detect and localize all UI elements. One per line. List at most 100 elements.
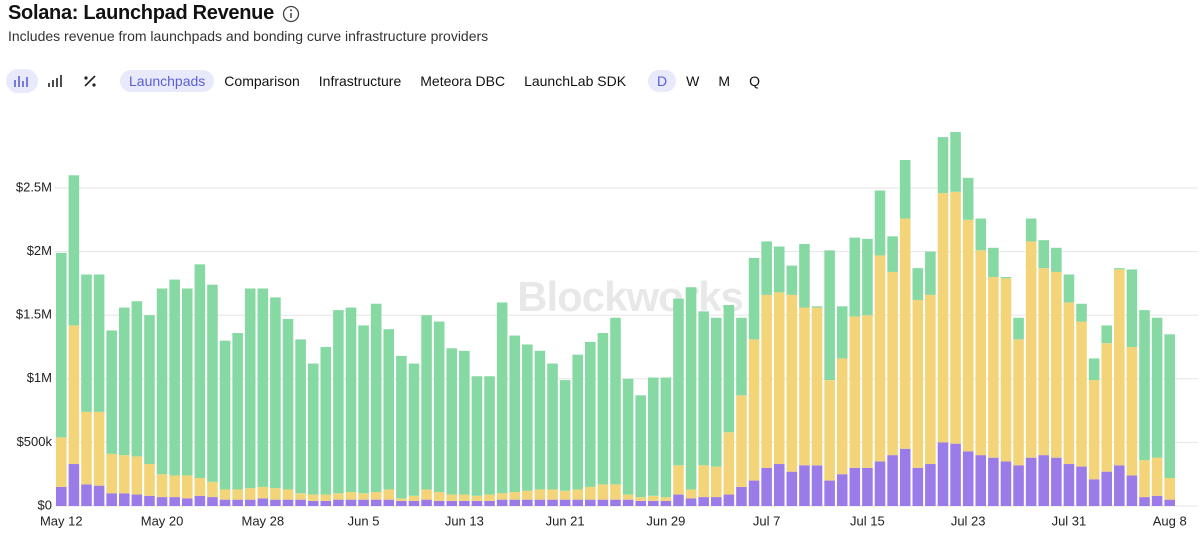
bar-segment <box>723 494 735 506</box>
bar-segment <box>988 457 999 506</box>
bar-segment <box>710 317 722 467</box>
bar-segment <box>1126 475 1138 506</box>
bar-segment <box>698 465 709 498</box>
bar-segment <box>874 190 886 256</box>
bar-segment <box>698 497 709 506</box>
bar-segment <box>270 499 281 506</box>
bar-segment <box>484 494 495 501</box>
bar-segment <box>962 219 974 452</box>
bar-segment <box>912 268 924 300</box>
period-button[interactable]: W <box>686 73 700 89</box>
bar-segment <box>811 306 823 308</box>
bar-segment <box>1126 347 1138 476</box>
bar-segment <box>1139 497 1150 506</box>
y-tick-label: $0 <box>38 497 52 512</box>
bar-segment <box>56 486 67 506</box>
bar-segment <box>118 307 130 456</box>
bar-segment <box>937 137 949 194</box>
bar-segment <box>282 319 294 490</box>
bar-segment <box>244 288 256 489</box>
bar-segment <box>534 499 546 506</box>
bar-segment <box>673 298 684 466</box>
bar-segment <box>1051 271 1062 458</box>
bar-segment <box>1038 240 1050 269</box>
bar-segment <box>522 499 533 506</box>
bar-segment <box>547 499 558 506</box>
bar-segment <box>673 465 684 495</box>
bar-segment <box>484 376 495 495</box>
bar-segment <box>1000 277 1012 279</box>
bar-segment <box>433 500 445 506</box>
view-icons <box>6 69 108 93</box>
bar-segment <box>106 493 117 506</box>
period-button[interactable]: Q <box>749 73 760 89</box>
bar-view[interactable] <box>6 69 38 93</box>
bar-segment <box>459 350 470 495</box>
bar-segment <box>849 237 861 317</box>
bar-segment <box>1088 358 1100 381</box>
tabs: Launchpads Comparison Infrastructure Meteor… <box>120 70 636 92</box>
tab[interactable]: LaunchLab SDK <box>524 73 627 89</box>
bar-segment <box>345 492 357 500</box>
info-icon[interactable] <box>282 5 300 23</box>
bar-segment <box>131 494 143 506</box>
bar-segment <box>773 246 785 293</box>
bar-segment <box>295 499 306 506</box>
bar-segment <box>1063 274 1075 303</box>
bar-segment <box>446 500 458 506</box>
bar-segment <box>597 333 609 485</box>
bar-segment <box>811 307 823 466</box>
bar-segment <box>1101 325 1113 344</box>
bar-segment <box>761 294 772 468</box>
bar-segment <box>912 299 924 468</box>
bar-segment <box>345 307 357 493</box>
bar-segment <box>1126 269 1138 347</box>
y-tick-label: $2.5M <box>16 179 52 194</box>
bar-segment <box>1051 247 1062 272</box>
subtitle: Includes revenue from launchpads and bon… <box>8 28 489 44</box>
bar-segment <box>710 497 722 506</box>
bar-segment <box>509 499 521 506</box>
bar-segment <box>899 160 911 219</box>
bar-segment <box>207 481 218 498</box>
bar-segment <box>270 297 281 489</box>
bar-segment <box>471 495 483 501</box>
tab[interactable]: Infrastructure <box>318 73 402 89</box>
bar-segment <box>975 455 987 506</box>
bar-segment <box>1164 334 1175 479</box>
title: Solana: Launchpad Revenue <box>8 2 274 24</box>
bar-segment <box>446 494 458 501</box>
bar-segment <box>1076 466 1087 506</box>
bar-segment <box>874 255 886 462</box>
bar-segment <box>106 330 117 454</box>
bar-segment <box>1000 461 1012 506</box>
bar-segment <box>1101 343 1113 472</box>
bar-segment <box>1025 457 1037 506</box>
bar-segment <box>156 474 168 498</box>
bar-segment <box>93 485 105 506</box>
bar-segment <box>710 466 722 498</box>
bar-segment <box>824 380 835 481</box>
bar-segment <box>333 499 344 506</box>
bar-segment <box>748 339 760 481</box>
bar-segment <box>383 499 395 506</box>
tab[interactable]: Launchpads <box>120 70 215 92</box>
percent-view[interactable] <box>74 69 106 93</box>
bar-segment <box>660 500 672 506</box>
bar-segment <box>93 274 105 412</box>
tab[interactable]: Meteora DBC <box>420 73 506 89</box>
bar-segment <box>1139 310 1150 461</box>
bar-segment <box>862 467 873 506</box>
period-button[interactable]: M <box>718 73 731 89</box>
period-button[interactable]: D <box>648 70 677 92</box>
bar-segment <box>862 315 873 468</box>
bar-segment <box>307 494 319 501</box>
bar-segment <box>1063 302 1075 465</box>
tab[interactable]: Comparison <box>224 73 300 89</box>
bar-segment <box>131 301 143 457</box>
bar-segment <box>1151 495 1163 506</box>
bar-segment <box>811 465 823 506</box>
stacked-view[interactable] <box>40 69 72 93</box>
bar-segment <box>1013 317 1024 340</box>
